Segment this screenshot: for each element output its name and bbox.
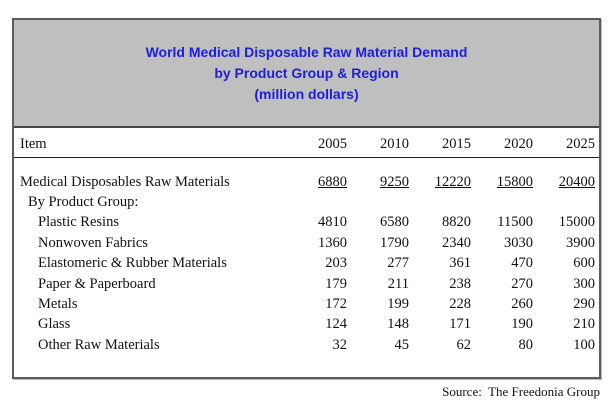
row-label: Elastomeric & Rubber Materials [38, 255, 227, 272]
value-cell: 199 [387, 295, 409, 312]
value-cell: 172 [325, 295, 347, 312]
value-cell: 260 [511, 295, 533, 312]
row-label: Glass [38, 316, 71, 333]
row-label: Medical Disposables Raw Materials [20, 173, 230, 190]
table-row: Plastic Resins 4810 6580 8820 11500 1500… [14, 212, 599, 232]
value-cell: 300 [573, 275, 595, 292]
table-row: Paper & Paperboard 179 211 238 270 300 [14, 274, 599, 294]
value-cell: 3030 [504, 234, 533, 251]
value-cell: 277 [387, 255, 409, 272]
value-cell: 20400 [558, 173, 595, 190]
value-cell: 1790 [380, 234, 409, 251]
table-row: Nonwoven Fabrics 1360 1790 2340 3030 390… [14, 233, 599, 253]
value-cell: 62 [456, 336, 472, 353]
value-cell: 600 [573, 255, 595, 272]
value-cell: 11500 [497, 214, 533, 231]
value-cell [475, 192, 537, 212]
value-cell: 12220 [434, 173, 471, 190]
value-cell: 238 [449, 275, 471, 292]
value-cell [413, 192, 475, 212]
value-cell: 210 [573, 316, 595, 333]
row-label: Paper & Paperboard [38, 275, 156, 292]
value-cell: 4810 [318, 214, 347, 231]
table-row: Glass 124 148 171 190 210 [14, 314, 599, 334]
column-header-year: 2020 [475, 128, 537, 158]
value-cell: 3900 [566, 234, 595, 251]
figure-title-band: World Medical Disposable Raw Material De… [14, 20, 599, 128]
column-header-year: 2025 [537, 128, 599, 158]
table-header-row: Item 2005 2010 2015 2020 2025 [14, 128, 599, 158]
column-header-year: 2015 [413, 128, 475, 158]
table-row: Other Raw Materials 32 45 62 80 100 [14, 335, 599, 355]
value-cell: 470 [511, 255, 533, 272]
figure-panel: World Medical Disposable Raw Material De… [12, 18, 601, 379]
table-row: By Product Group: [14, 192, 599, 212]
source-credit: Source: The Freedonia Group [442, 384, 600, 399]
value-cell: 15800 [496, 173, 533, 190]
value-cell [351, 192, 413, 212]
value-cell: 1360 [318, 234, 347, 251]
row-label: By Product Group: [28, 193, 139, 210]
column-header-year: 2005 [289, 128, 351, 158]
value-cell [537, 192, 599, 212]
value-cell: 148 [387, 316, 409, 333]
value-cell: 179 [325, 275, 347, 292]
value-cell: 45 [394, 336, 410, 353]
table-row: Medical Disposables Raw Materials 6880 9… [14, 172, 599, 192]
demand-table: Item 2005 2010 2015 2020 2025 Medical Di… [14, 128, 599, 355]
row-label: Nonwoven Fabrics [38, 234, 148, 251]
column-header-year: 2010 [351, 128, 413, 158]
value-cell: 361 [449, 255, 471, 272]
value-cell: 171 [449, 316, 471, 333]
row-label: Other Raw Materials [38, 336, 160, 353]
value-cell: 124 [325, 316, 347, 333]
value-cell: 228 [449, 295, 471, 312]
value-cell [289, 192, 351, 212]
value-cell: 270 [511, 275, 533, 292]
value-cell: 203 [325, 255, 347, 272]
title-line-3: (million dollars) [254, 85, 359, 102]
row-label: Plastic Resins [38, 214, 119, 231]
value-cell: 9250 [380, 173, 409, 190]
value-cell: 80 [518, 336, 534, 353]
column-header-item: Item [14, 128, 289, 158]
table-row: Metals 172 199 228 260 290 [14, 294, 599, 314]
row-label: Metals [38, 295, 78, 312]
value-cell: 100 [573, 336, 595, 353]
value-cell: 8820 [442, 214, 471, 231]
value-cell: 290 [573, 295, 595, 312]
value-cell: 2340 [442, 234, 471, 251]
value-cell: 211 [387, 275, 409, 292]
title-line-2: by Product Group & Region [214, 64, 399, 81]
value-cell: 6580 [380, 214, 409, 231]
title-line-1: World Medical Disposable Raw Material De… [145, 43, 468, 60]
value-cell: 190 [511, 316, 533, 333]
value-cell: 6880 [318, 173, 347, 190]
value-cell: 15000 [558, 214, 595, 231]
table-row: Elastomeric & Rubber Materials 203 277 3… [14, 253, 599, 273]
spacer-row [14, 158, 599, 172]
value-cell: 32 [332, 336, 348, 353]
